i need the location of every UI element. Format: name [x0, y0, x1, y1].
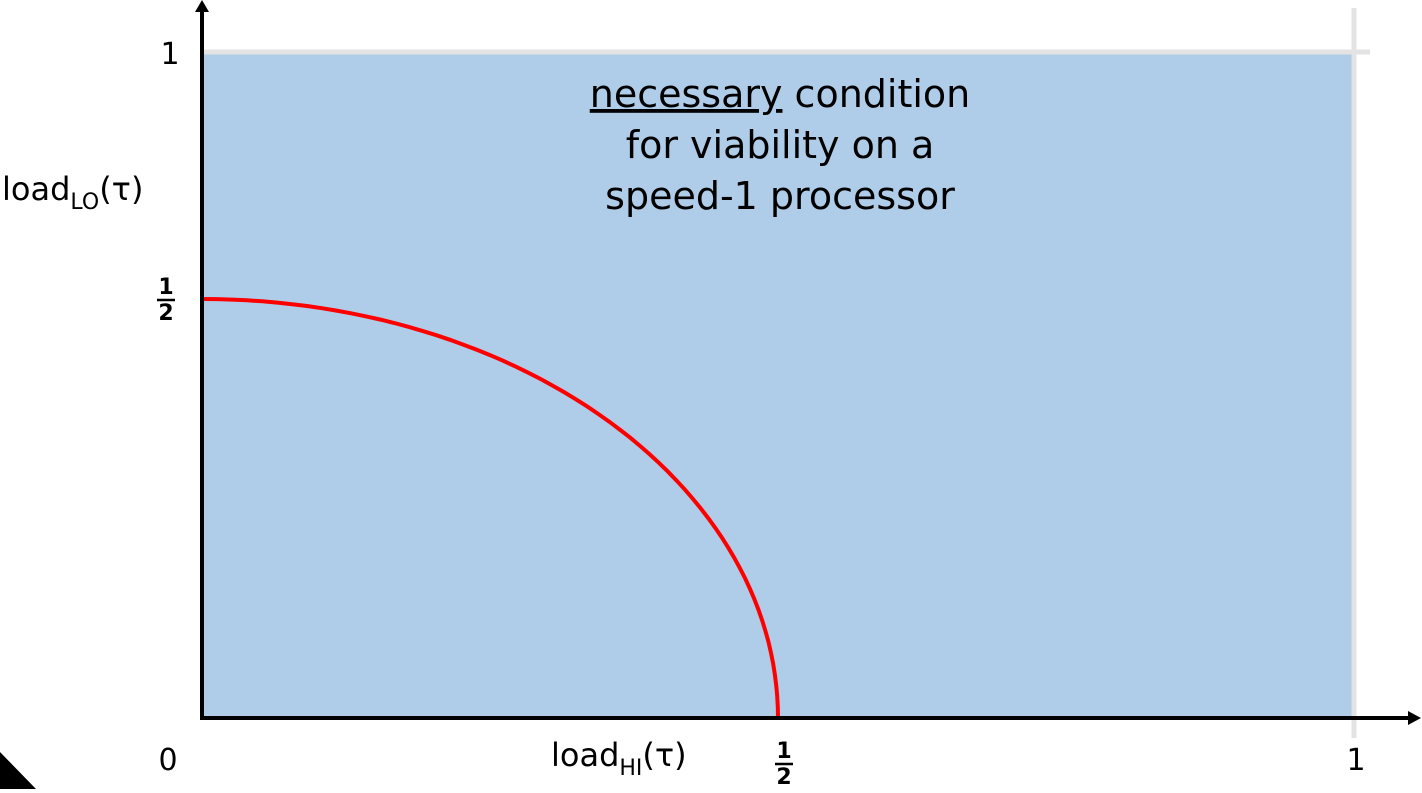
viability-region [202, 54, 1354, 718]
x-axis-label-base: load [551, 736, 619, 774]
x-axis-label: loadHI(τ) [551, 736, 687, 781]
annotation-line-1: necessary condition [590, 72, 971, 116]
y-axis-arrowhead [195, 0, 209, 12]
x-axis-arrowhead [1408, 711, 1421, 725]
y-axis-label: loadLO(τ) [2, 170, 143, 215]
x-tick-label-1-denominator: 2 [776, 765, 791, 789]
y-axis-label-base: load [2, 170, 70, 208]
x-tick-label-0: 0 [158, 743, 177, 778]
boundary-curve [201, 297, 780, 719]
y-tick-label-0-denominator: 2 [158, 301, 173, 326]
x-axis-label-suffix: (τ) [642, 736, 686, 774]
y-tick-label-1: 1 [160, 37, 179, 72]
annotation-line-1-rest: condition [782, 72, 970, 116]
x-tick-label-1-numerator: 1 [776, 739, 791, 764]
y-tick-label-0-numerator: 1 [158, 275, 173, 300]
x-tick-label-2: 1 [1346, 743, 1365, 778]
y-axis-label-suffix: (τ) [99, 170, 143, 208]
y-axis-label-sub: LO [70, 190, 99, 215]
annotation-underlined-word: necessary [590, 72, 783, 116]
corner-triangle [0, 752, 36, 789]
x-axis-label-sub: HI [619, 756, 642, 781]
annotation-line-2: for viability on a [626, 123, 935, 167]
annotation-line-3: speed-1 processor [605, 174, 955, 218]
